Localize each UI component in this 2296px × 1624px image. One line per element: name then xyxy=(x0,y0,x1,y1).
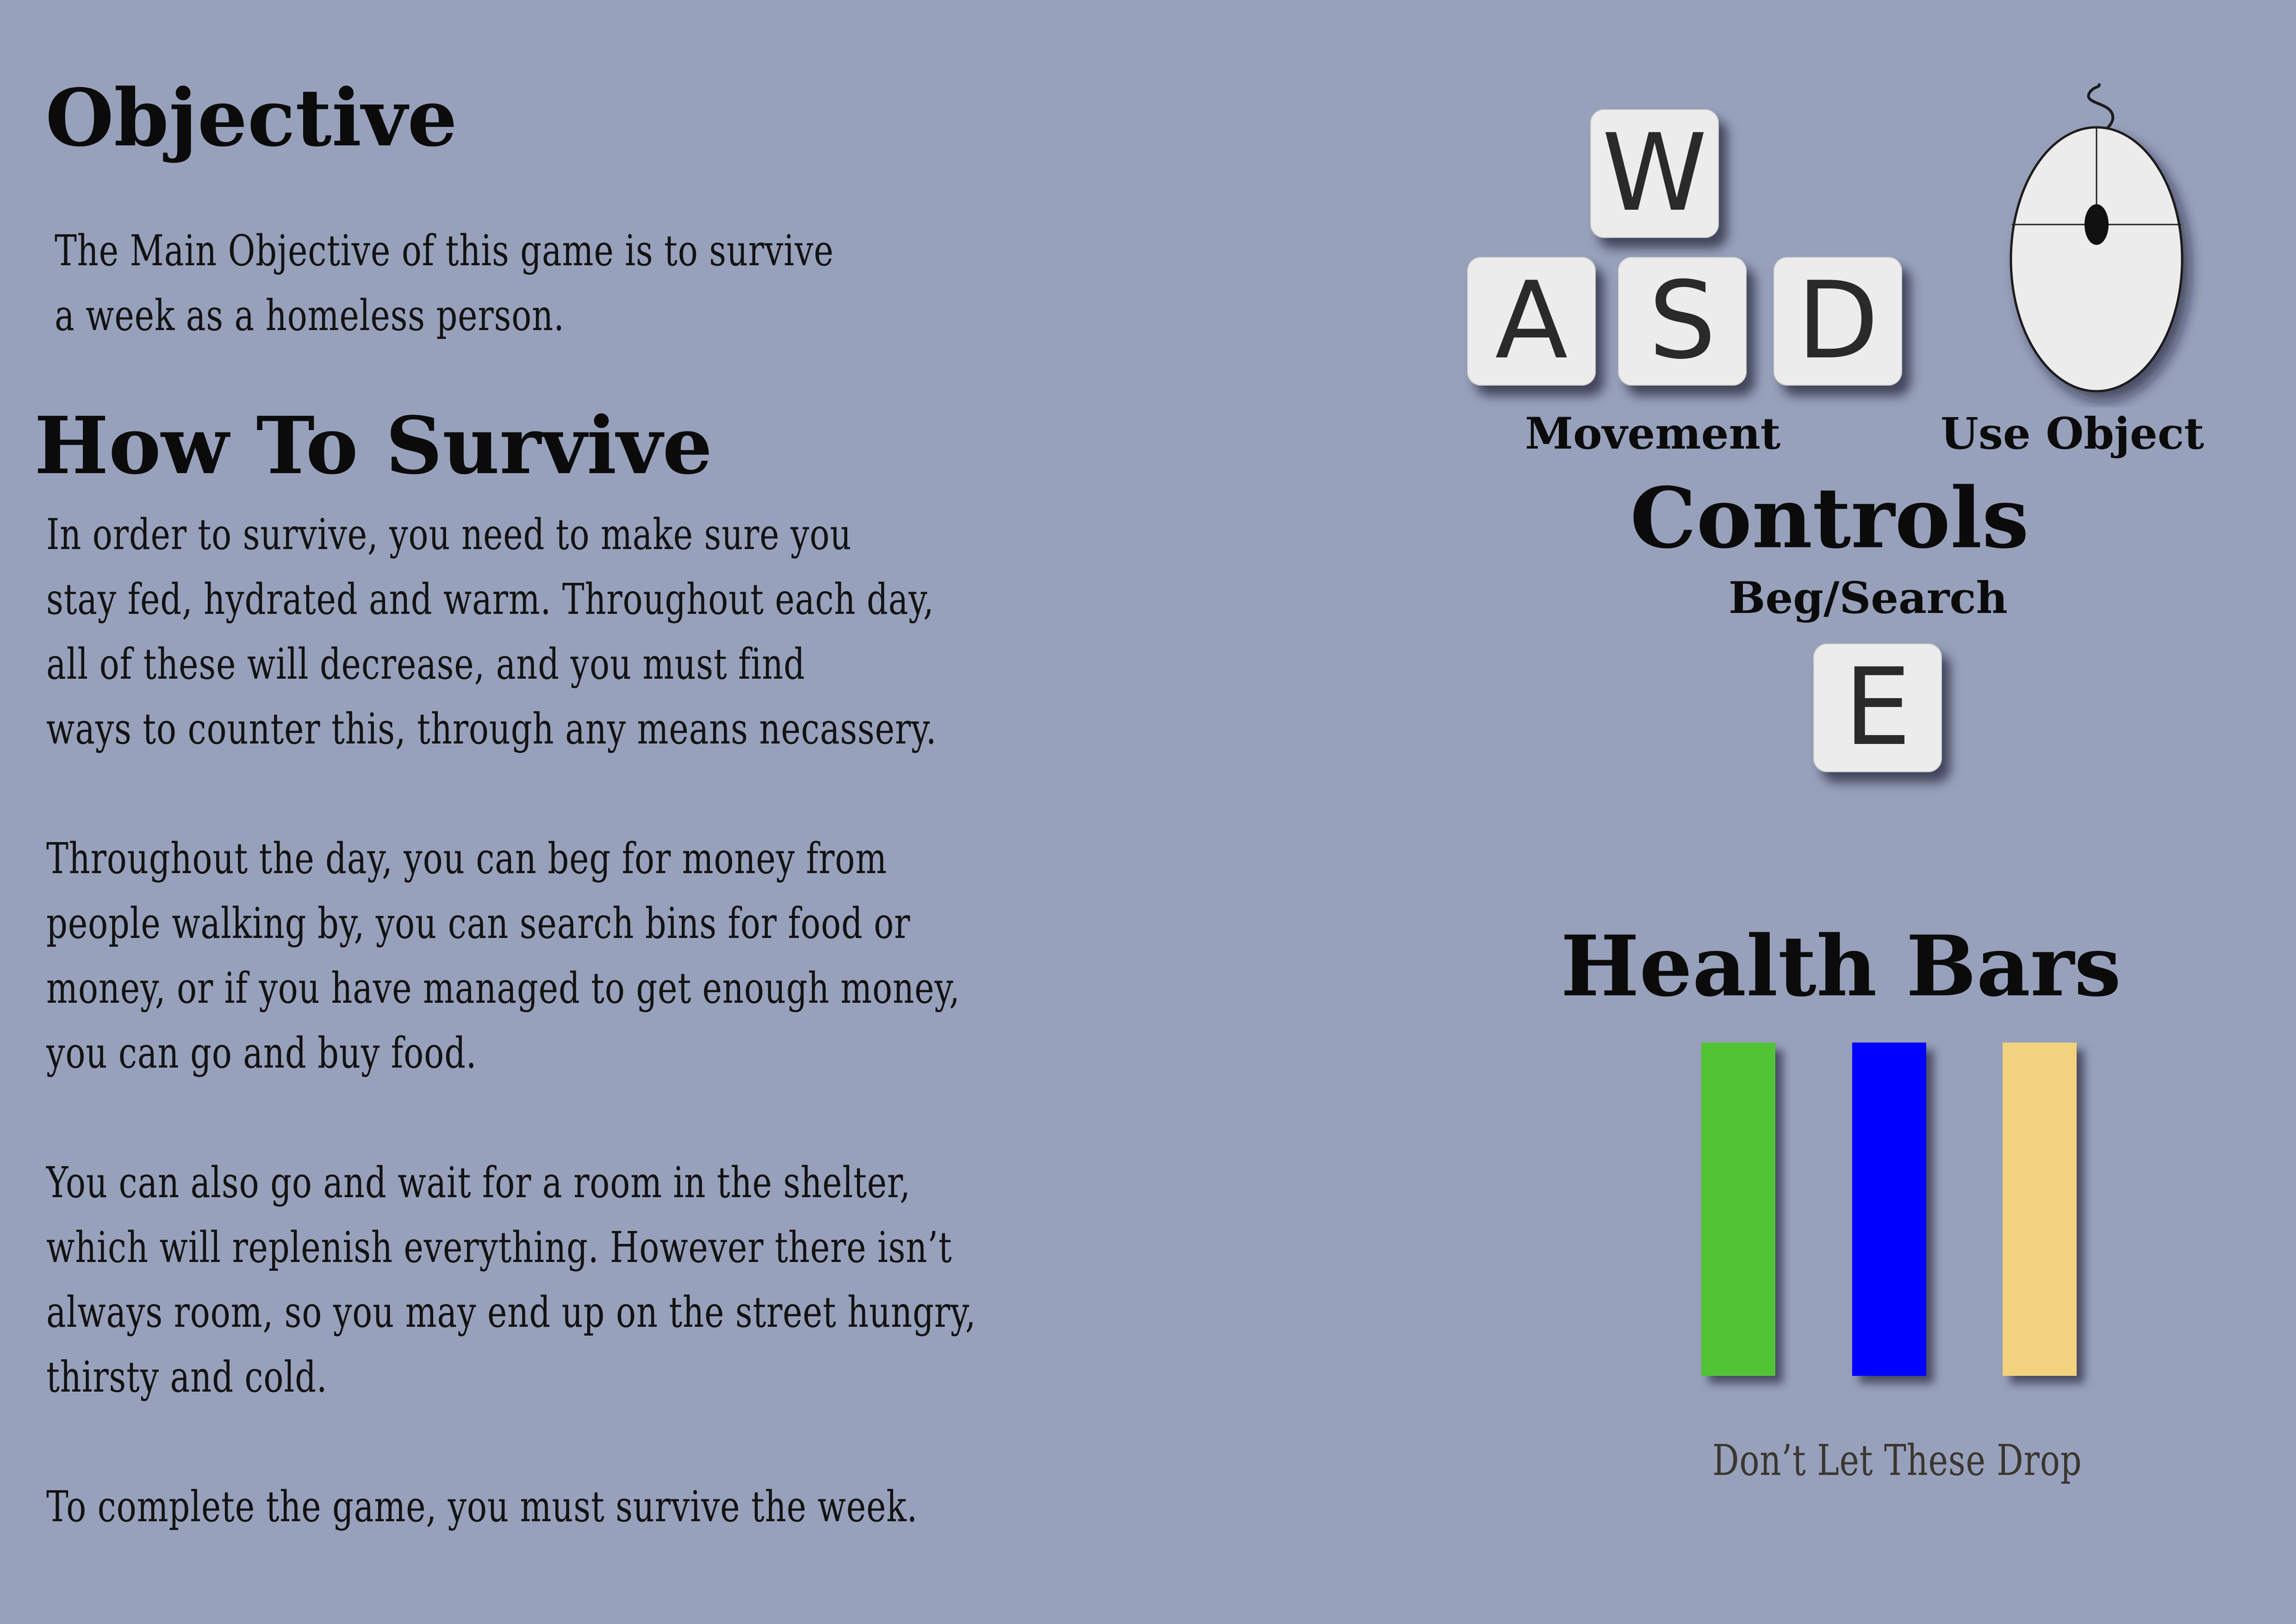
mouse-icon xyxy=(2010,83,2184,393)
e-key: E xyxy=(1813,643,1942,772)
survive-p3-line-2: which will replenish everything. However… xyxy=(46,1223,952,1272)
survive-p2-line-1: Throughout the day, you can beg for mone… xyxy=(46,834,887,883)
survive-p2-line-2: people walking by, you can search bins f… xyxy=(46,899,911,948)
survive-p1-line-2: stay fed, hydrated and warm. Throughout … xyxy=(46,575,934,624)
a-key: A xyxy=(1467,257,1596,386)
survive-p3-line-1: You can also go and wait for a room in t… xyxy=(46,1158,911,1207)
controls-heading: Controls xyxy=(1630,469,2029,567)
movement-label: Movement xyxy=(1525,408,1781,459)
objective-text-line-1: The Main Objective of this game is to su… xyxy=(55,226,834,275)
health-bars-heading: Health Bars xyxy=(1561,918,2122,1015)
survive-p2-line-4: you can go and buy food. xyxy=(46,1028,477,1078)
survive-p4-line-1: To complete the game, you must survive t… xyxy=(46,1482,918,1531)
use-object-label: Use Object xyxy=(1941,408,2204,459)
survive-p3-line-4: thirsty and cold. xyxy=(46,1352,328,1402)
health-bar-warmth xyxy=(2003,1043,2077,1376)
survive-p2-line-3: money, or if you have managed to get eno… xyxy=(46,963,960,1013)
objective-heading: Objective xyxy=(45,72,458,164)
health-bar-water xyxy=(1852,1043,1926,1376)
survive-p1-line-3: all of these will decrease, and you must… xyxy=(46,639,805,689)
beg-search-label: Beg/Search xyxy=(1729,573,2008,624)
health-caption: Don’t Let These Drop xyxy=(1712,1436,2082,1485)
survive-p1-line-1: In order to survive, you need to make su… xyxy=(46,510,852,559)
how-to-survive-heading: How To Survive xyxy=(34,400,713,492)
s-key: S xyxy=(1618,257,1747,386)
survive-p1-line-4: ways to counter this, through any means … xyxy=(46,704,937,754)
survive-p3-line-3: always room, so you may end up on the st… xyxy=(46,1287,977,1337)
d-key: D xyxy=(1773,257,1902,386)
objective-text-line-2: a week as a homeless person. xyxy=(55,291,565,340)
health-bar-food xyxy=(1701,1043,1775,1376)
w-key: W xyxy=(1590,109,1719,238)
